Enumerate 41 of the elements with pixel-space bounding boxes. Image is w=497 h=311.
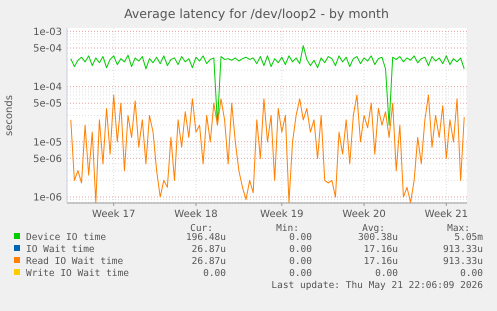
text: 913.33u	[442, 256, 483, 267]
text: 196.48u	[186, 232, 226, 243]
text: 300.38u	[358, 232, 398, 243]
text: 0.00	[375, 268, 398, 279]
text: 17.16u	[364, 244, 398, 255]
text: 0.00	[289, 256, 312, 267]
x-tick-label: Week 20	[342, 209, 386, 220]
text: 26.87u	[192, 244, 226, 255]
y-tick-label: 5e-06	[33, 154, 62, 165]
text: 0.00	[289, 244, 312, 255]
legend-label: Device IO time	[26, 232, 106, 243]
legend-label: Write IO Wait time	[26, 268, 130, 279]
y-tick-label: 1e-05	[33, 137, 62, 148]
text: 0.00	[289, 268, 312, 279]
y-tick-label: 5e-04	[33, 43, 62, 54]
text: 0.00	[460, 268, 484, 279]
text: 5.05m	[454, 232, 484, 243]
y-axis-title: seconds	[4, 95, 15, 136]
text: Min:	[276, 223, 299, 234]
text: Cur:	[190, 223, 213, 234]
y-tick-label: 1e-04	[33, 82, 62, 94]
y-tick-label: 1e-03	[33, 26, 62, 38]
text: 0.00	[289, 232, 312, 243]
text: Last update: Thu May 21 22:06:09 2026	[271, 280, 484, 291]
chart-title: Average latency for /dev/loop2 - by month	[124, 6, 389, 21]
text: 913.33u	[442, 244, 483, 255]
y-tick-label: 5e-05	[33, 98, 62, 110]
text: Max:	[447, 223, 470, 234]
x-tick-label: Week 19	[260, 209, 304, 220]
x-tick-label: Week 17	[92, 209, 136, 220]
text: 26.87u	[192, 256, 226, 267]
x-tick-label: Week 21	[424, 209, 468, 220]
line-series	[70, 94, 465, 203]
legend-label: IO Wait time	[26, 244, 95, 255]
text: Avg:	[362, 223, 385, 234]
text: 17.16u	[364, 256, 398, 267]
line-series	[70, 45, 465, 126]
text: 0.00	[203, 268, 226, 279]
y-tick-label: 1e-06	[33, 192, 62, 204]
legend-label: Read IO Wait time	[26, 256, 124, 267]
x-tick-label: Week 18	[174, 209, 218, 220]
